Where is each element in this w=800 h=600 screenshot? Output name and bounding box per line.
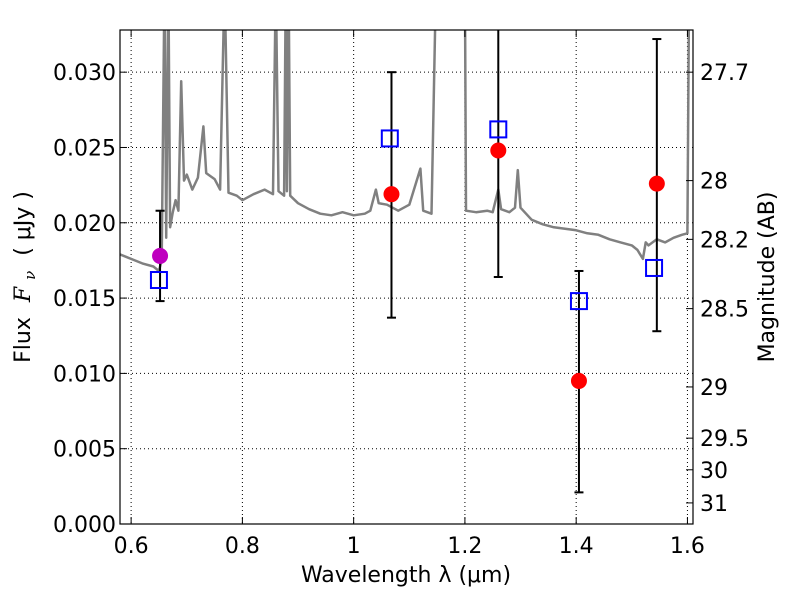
data-point xyxy=(152,247,169,264)
y2-tick-label: 28.5 xyxy=(700,298,749,323)
y-axis-title: Flux F ν ( μJy ) xyxy=(11,191,41,363)
plot-area xyxy=(120,30,691,494)
y2-tick-label: 28 xyxy=(700,170,728,195)
model-point-square xyxy=(149,271,168,290)
model-point-square xyxy=(645,258,664,277)
y-tick-label: 0.005 xyxy=(53,438,116,463)
svg-text:Flux F ν ( μ: Flux F ν ( μJy ) xyxy=(11,191,41,363)
y2-tick-label: 31 xyxy=(700,492,728,517)
y-tick-label: 0.025 xyxy=(53,136,116,161)
y2-tick-label: 29.5 xyxy=(700,427,749,452)
y-tick-label: 0.030 xyxy=(53,61,116,86)
grid-layer xyxy=(120,30,693,524)
x-tick-label: 0.8 xyxy=(225,534,260,559)
data-point xyxy=(383,186,400,203)
y-tick-label: 0.000 xyxy=(53,513,116,538)
y-tick-label: 0.010 xyxy=(53,362,116,387)
y-axis-title-subscript: ν xyxy=(21,271,39,280)
x-tick-label: 1.2 xyxy=(447,534,482,559)
model-point-square xyxy=(569,292,588,311)
x-tick-label: 1.6 xyxy=(670,534,705,559)
y-tick-label: 0.015 xyxy=(53,287,116,312)
x-tick-label: 1 xyxy=(347,534,361,559)
y2-tick-label: 29 xyxy=(700,376,728,401)
x-tick-label: 1.4 xyxy=(559,534,594,559)
axes-layer: 0.6 0.8 1 1.2 1.4 1.6 0.000 0.005 0.010 0.015 0.02… xyxy=(53,30,749,559)
plot-frame xyxy=(119,29,694,525)
model-point-square xyxy=(489,120,508,139)
x-tick-label: 0.6 xyxy=(114,534,149,559)
y-axis-title-prefix: Flux xyxy=(11,317,36,363)
x-axis-title: Wavelength λ (μm) xyxy=(301,563,511,588)
data-point xyxy=(490,142,507,159)
y-axis-title-symbol: F xyxy=(11,286,36,303)
data-point xyxy=(648,175,665,192)
y2-tick-label: 28.2 xyxy=(700,228,749,253)
y-axis-title-unit: ( μJy ) xyxy=(11,191,36,256)
data-layer xyxy=(120,30,691,494)
data-point xyxy=(570,372,587,389)
y2-tick-label: 30 xyxy=(700,459,728,484)
spectrum-line xyxy=(120,30,691,273)
y2-tick-label: 27.7 xyxy=(700,61,749,86)
y2-axis-title: Magnitude (AB) xyxy=(755,192,780,363)
model-point-square xyxy=(380,129,399,148)
y-tick-label: 0.020 xyxy=(53,212,116,237)
